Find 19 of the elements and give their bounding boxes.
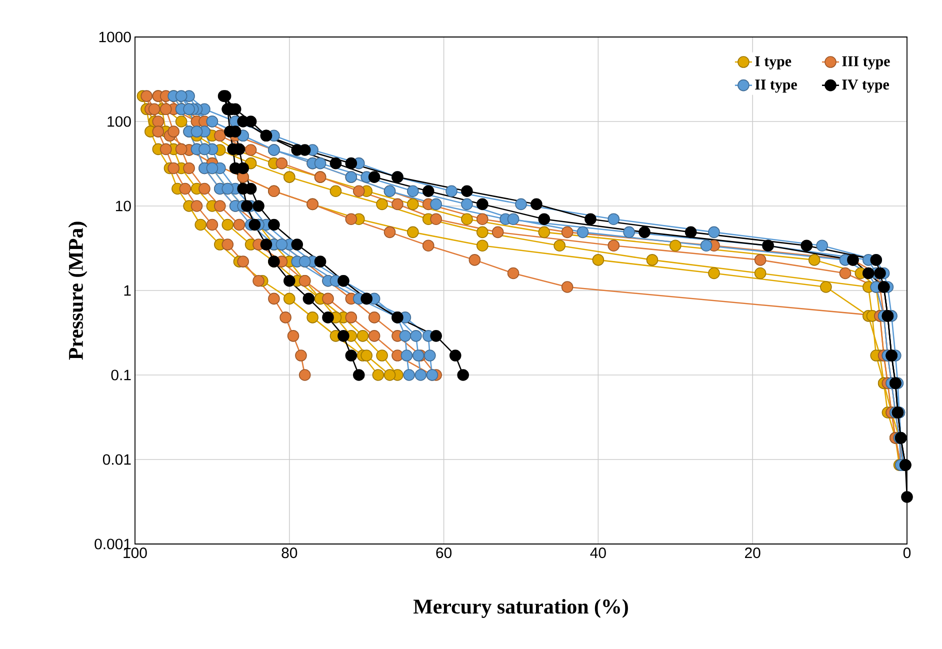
y-tick-label: 100 — [108, 116, 131, 127]
x-tick-label: 40 — [590, 548, 606, 558]
y-tick-label: 1 — [124, 285, 131, 296]
y-axis-title: Pressure (MPa) — [68, 222, 88, 360]
x-tick-label: 20 — [745, 548, 760, 558]
x-tick-label: 0 — [903, 548, 911, 558]
legend-label: IV type — [842, 80, 890, 93]
x-axis-title: Mercury saturation (%) — [413, 598, 628, 618]
y-tick-label: 0.01 — [102, 454, 131, 465]
legend-label: III type — [842, 56, 890, 70]
x-tick-label: 80 — [282, 548, 298, 558]
x-tick-label: 60 — [436, 548, 452, 558]
x-tick-label: 100 — [124, 548, 147, 558]
y-tick-label: 10 — [116, 200, 131, 212]
y-tick-label: 1000 — [99, 32, 131, 42]
y-tick-label: 0.1 — [111, 370, 131, 380]
y-tick-label: 0.001 — [94, 538, 131, 550]
legend-label: II type — [755, 80, 797, 93]
legend-label: I type — [755, 56, 792, 70]
